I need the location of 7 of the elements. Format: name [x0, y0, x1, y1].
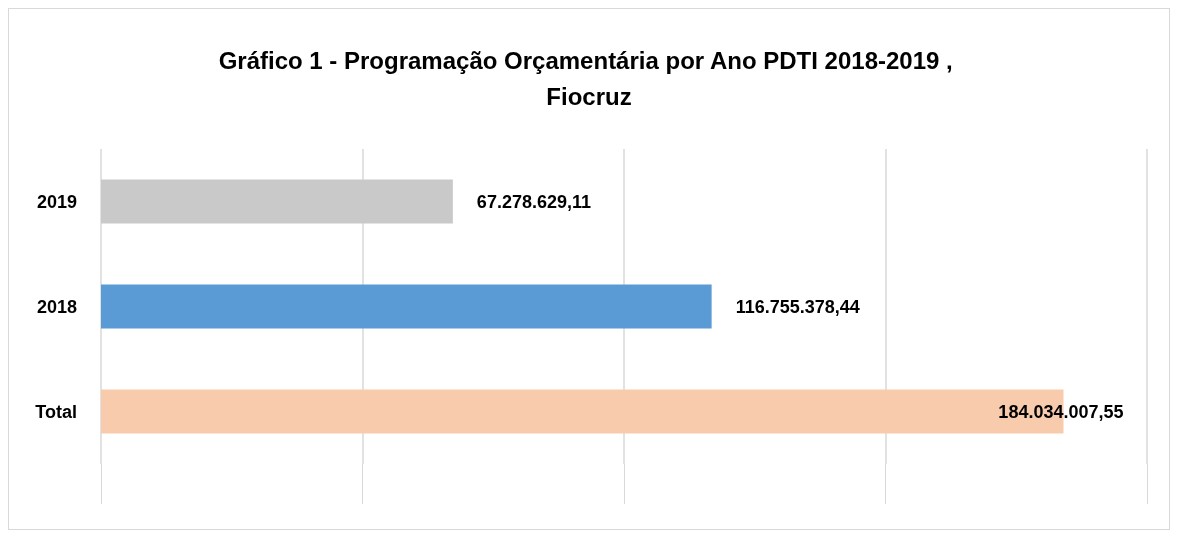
y-tick-label: Total: [35, 401, 77, 422]
y-tick-label: 2019: [36, 191, 77, 212]
y-tick-label: 2018: [36, 296, 77, 317]
data-label: 116.755.378,44: [735, 296, 860, 317]
data-label: 184.034.007,55: [998, 401, 1124, 422]
data-label: 67.278.629,11: [476, 191, 591, 212]
chart-title: Gráfico 1 - Programação Orçamentária por Ano PDTI 2018-2019 , Fiocruz: [218, 46, 960, 110]
